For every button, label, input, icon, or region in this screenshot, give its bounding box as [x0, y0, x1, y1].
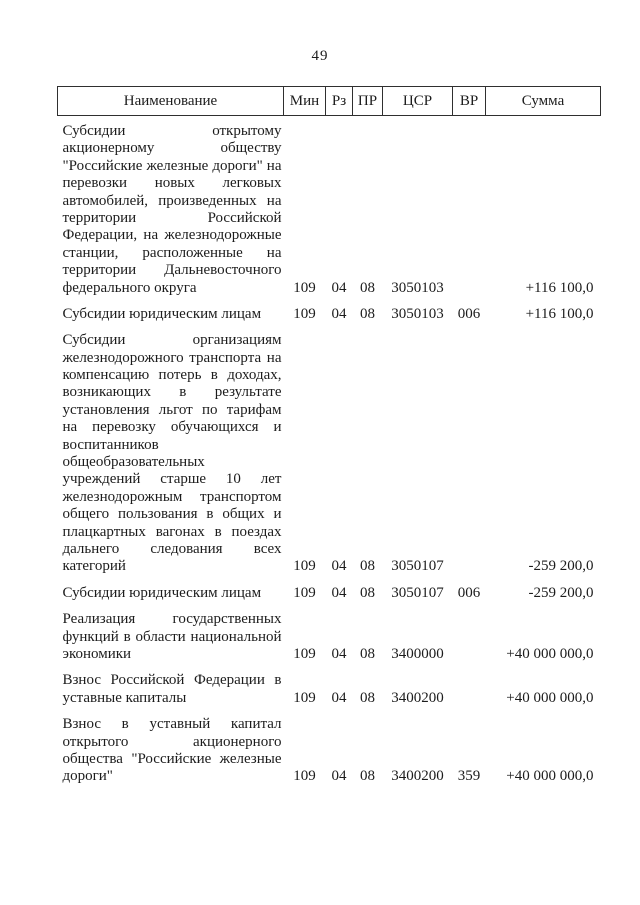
- row-csr-code: 3400200: [391, 768, 444, 785]
- row-rz-code: 04: [331, 584, 347, 601]
- row-name: Реализация государственных функций в обл…: [62, 611, 282, 662]
- row-vr-code: [453, 663, 486, 707]
- row-csr-code: 3050107: [391, 558, 444, 575]
- table-row: Субсидии организациям железнодорожного т…: [58, 323, 601, 575]
- row-rz-code: 04: [331, 645, 347, 662]
- row-name: Взнос в уставный капитал открытого акцио…: [62, 716, 282, 785]
- row-csr-code: 3400000: [391, 645, 444, 662]
- row-pr-code: 08: [360, 279, 375, 296]
- row-rz-code: 04: [331, 689, 347, 706]
- row-min-code: 109: [293, 645, 316, 662]
- page-number: 49: [311, 48, 329, 64]
- row-rz-code: 04: [331, 279, 347, 296]
- row-vr-code: [453, 602, 486, 663]
- row-name: Субсидии открытому акционерному обществу…: [62, 123, 282, 296]
- col-header-pr: ПР: [352, 86, 383, 116]
- row-vr-code: 359: [457, 768, 481, 785]
- col-header-min: Мин: [283, 86, 326, 116]
- row-vr-code: 006: [457, 305, 481, 322]
- table-row: Субсидии юридическим лицам 109 04 08 305…: [58, 297, 601, 323]
- table-row: Взнос Российской Федерации в уставные ка…: [58, 663, 601, 707]
- row-sum-value: +116 100,0: [525, 305, 594, 322]
- row-rz-code: 04: [331, 768, 347, 785]
- table-row: Субсидии юридическим лицам 109 04 08 305…: [58, 576, 601, 602]
- row-pr-code: 08: [360, 558, 375, 575]
- row-sum-value: +40 000 000,0: [506, 768, 594, 785]
- table-row: Реализация государственных функций в обл…: [58, 602, 601, 663]
- col-header-naimenovanie: Наименование: [57, 86, 284, 116]
- row-name: Субсидии организациям железнодорожного т…: [62, 332, 282, 575]
- row-vr-code: [453, 116, 486, 297]
- row-rz-code: 04: [331, 305, 347, 322]
- row-sum-value: -259 200,0: [528, 558, 594, 575]
- row-rz-code: 04: [331, 558, 347, 575]
- row-name: Субсидии юридическим лицам: [62, 305, 262, 322]
- col-header-vr: ВР: [452, 86, 486, 116]
- row-csr-code: 3050103: [391, 305, 444, 322]
- row-vr-code: [453, 323, 486, 575]
- row-pr-code: 08: [360, 584, 375, 601]
- row-name: Взнос Российской Федерации в уставные ка…: [62, 672, 282, 706]
- header-row: Наименование Мин Рз ПР ЦСР ВР Сумма: [57, 86, 601, 116]
- row-sum-value: +40 000 000,0: [506, 645, 594, 662]
- row-min-code: 109: [293, 305, 316, 322]
- row-min-code: 109: [293, 689, 316, 706]
- budget-table-body: Субсидии открытому акционерному обществу…: [58, 116, 601, 786]
- table-row: Субсидии открытому акционерному обществу…: [58, 116, 601, 297]
- col-header-rz: Рз: [325, 86, 353, 116]
- col-header-summa: Сумма: [485, 86, 601, 116]
- row-min-code: 109: [293, 558, 316, 575]
- table-row: Взнос в уставный капитал открытого акцио…: [58, 707, 601, 786]
- row-vr-code: 006: [457, 584, 481, 601]
- row-min-code: 109: [293, 584, 316, 601]
- row-sum-value: +116 100,0: [525, 279, 594, 296]
- row-name: Субсидии юридическим лицам: [62, 584, 262, 601]
- row-pr-code: 08: [360, 645, 375, 662]
- budget-table: Наименование Мин Рз ПР ЦСР ВР Сумма Субс…: [57, 86, 601, 786]
- row-min-code: 109: [293, 279, 316, 296]
- row-pr-code: 08: [360, 768, 375, 785]
- row-pr-code: 08: [360, 305, 375, 322]
- row-csr-code: 3050103: [391, 279, 444, 296]
- row-csr-code: 3050107: [391, 584, 444, 601]
- row-min-code: 109: [293, 768, 316, 785]
- row-pr-code: 08: [360, 689, 375, 706]
- row-sum-value: -259 200,0: [528, 584, 594, 601]
- col-header-csr: ЦСР: [382, 86, 453, 116]
- row-sum-value: +40 000 000,0: [506, 689, 594, 706]
- row-csr-code: 3400200: [391, 689, 444, 706]
- budget-table-header: Наименование Мин Рз ПР ЦСР ВР Сумма: [57, 86, 601, 116]
